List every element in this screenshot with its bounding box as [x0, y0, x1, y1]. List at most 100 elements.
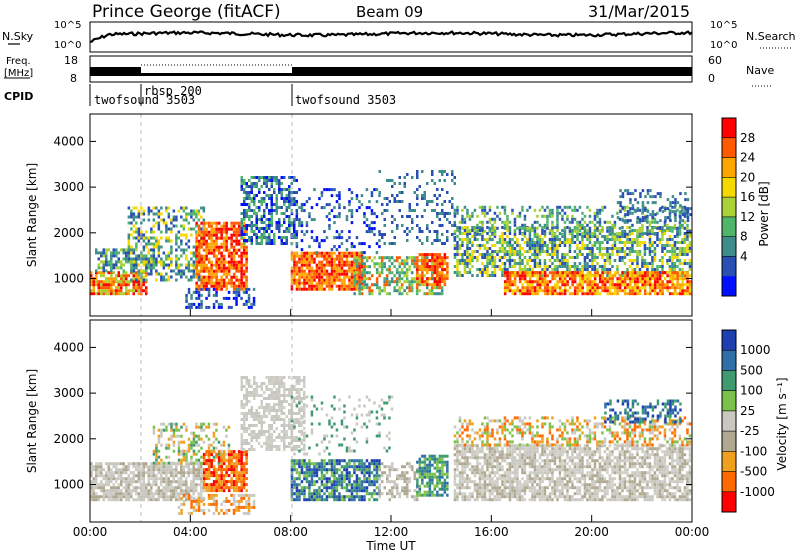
heatmap-cell — [90, 492, 93, 496]
heatmap-cell — [142, 498, 145, 502]
heatmap-cell — [583, 277, 587, 281]
heatmap-cell — [416, 268, 419, 272]
heatmap-cell — [658, 241, 662, 244]
heatmap-cell — [531, 271, 534, 275]
heatmap-cell — [325, 236, 329, 240]
heatmap-cell — [643, 289, 647, 293]
heatmap-cell — [416, 265, 419, 269]
heatmap-cell — [413, 265, 416, 269]
heatmap-cell — [200, 221, 203, 225]
heatmap-cell — [581, 265, 584, 268]
heatmap-cell — [641, 226, 644, 229]
heatmap-cell — [182, 218, 186, 222]
heatmap-cell — [681, 238, 684, 241]
heatmap-cell — [666, 259, 669, 262]
heatmap-cell — [167, 443, 171, 447]
heatmap-cell — [618, 256, 622, 259]
heatmap-cell — [616, 277, 619, 281]
heatmap-cell — [110, 462, 113, 466]
heatmap-cell — [160, 477, 163, 481]
heatmap-cell — [408, 289, 411, 293]
heatmap-cell — [145, 242, 148, 246]
heatmap-cell — [471, 229, 474, 232]
heatmap-cell — [641, 259, 644, 262]
heatmap-cell — [378, 170, 381, 173]
heatmap-cell — [468, 238, 472, 241]
heatmap-cell — [105, 292, 108, 296]
heatmap-cell — [486, 268, 489, 271]
heatmap-cell — [313, 272, 316, 276]
heatmap-cell — [338, 203, 341, 207]
heatmap-cell — [127, 206, 131, 210]
heatmap-cell — [648, 292, 652, 296]
heatmap-cell — [157, 209, 161, 213]
heatmap-cell — [197, 254, 201, 258]
heatmap-cell — [310, 281, 314, 285]
heatmap-cell — [679, 216, 682, 220]
heatmap-cell — [97, 286, 100, 290]
heatmap-cell — [508, 247, 512, 250]
heatmap-cell — [466, 247, 469, 250]
heatmap-cell — [593, 271, 597, 275]
heatmap-cell — [170, 269, 173, 273]
heatmap-cell — [90, 465, 93, 469]
heatmap-cell — [425, 286, 429, 290]
heatmap-cell — [180, 489, 183, 493]
cpid-label: CPID — [4, 90, 33, 103]
heatmap-cell — [581, 232, 584, 235]
heatmap-cell — [631, 247, 634, 250]
heatmap-cell — [288, 224, 291, 227]
heatmap-cell — [661, 268, 664, 271]
heatmap-cell — [112, 248, 115, 252]
heatmap-cell — [330, 254, 334, 258]
heatmap-cell — [348, 230, 351, 234]
heatmap-cell — [526, 283, 529, 287]
heatmap-cell — [548, 259, 552, 262]
heatmap-cell — [142, 477, 145, 481]
heatmap-cell — [192, 260, 196, 264]
heatmap-cell — [628, 241, 632, 244]
heatmap-cell — [205, 233, 208, 237]
heatmap-cell — [140, 477, 143, 481]
heatmap-cell — [436, 230, 439, 233]
heatmap-cell — [137, 277, 140, 281]
heatmap-cell — [481, 223, 484, 227]
heatmap-cell — [215, 284, 218, 288]
heatmap-cell — [268, 242, 271, 245]
heatmap-cell — [253, 203, 256, 206]
heatmap-cell — [360, 286, 364, 290]
noise-frame — [89, 21, 693, 53]
heatmap-cell — [157, 461, 161, 465]
heatmap-cell — [458, 238, 462, 241]
heatmap-cell — [250, 239, 253, 242]
heatmap-cell — [197, 468, 200, 472]
heatmap-cell — [325, 251, 329, 255]
heatmap-cell — [127, 498, 130, 502]
heatmap-cell — [157, 212, 161, 216]
heatmap-cell — [117, 292, 120, 296]
heatmap-cell — [130, 209, 133, 213]
heatmap-cell — [137, 465, 140, 469]
heatmap-cell — [355, 280, 359, 284]
heatmap-cell — [561, 217, 564, 221]
heatmap-cell — [132, 498, 135, 502]
heatmap-cell — [421, 253, 424, 257]
heatmap-cell — [428, 292, 431, 296]
heatmap-cell — [325, 254, 329, 258]
heatmap-cell — [476, 244, 479, 247]
heatmap-cell — [483, 268, 487, 271]
heatmap-cell — [142, 212, 146, 216]
heatmap-cell — [541, 226, 544, 229]
heatmap-cell — [95, 498, 98, 502]
heatmap-cell — [383, 242, 386, 245]
heatmap-cell — [603, 286, 607, 290]
heatmap-cell — [395, 259, 399, 263]
heatmap-cell — [506, 286, 509, 290]
heatmap-cell — [355, 194, 359, 198]
heatmap-cell — [591, 283, 594, 287]
heatmap-cell — [232, 284, 236, 288]
heatmap-cell — [338, 245, 341, 249]
heatmap-cell — [606, 271, 609, 275]
heatmap-cell — [591, 268, 594, 271]
heatmap-cell — [686, 232, 689, 236]
